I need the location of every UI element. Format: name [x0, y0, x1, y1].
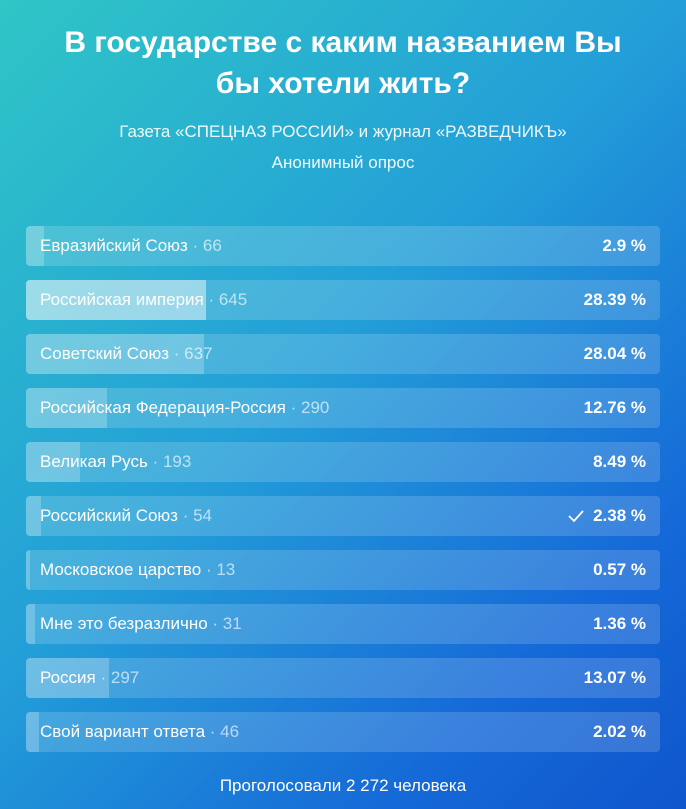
- option-percent: 28.04 %: [583, 344, 646, 363]
- option-text: Советский Союз: [40, 344, 169, 363]
- option-count: 637: [169, 344, 212, 363]
- option-percent: 0.57 %: [593, 560, 646, 579]
- poll-option[interactable]: Российская империя645 28.39 %: [26, 280, 660, 320]
- result-bar: [26, 442, 80, 482]
- result-bar: [26, 658, 109, 698]
- poll-option[interactable]: Свой вариант ответа46 2.02 %: [26, 712, 660, 752]
- poll-option[interactable]: Россия297 13.07 %: [26, 658, 660, 698]
- result-bar: [26, 550, 30, 590]
- option-count: 297: [96, 668, 139, 687]
- check-stroke: [568, 510, 584, 523]
- option-text: Евразийский Союз: [40, 236, 188, 255]
- option-text: Российская Федерация-Россия: [40, 398, 286, 417]
- poll-option[interactable]: Московское царство13 0.57 %: [26, 550, 660, 590]
- option-percent: 2.9 %: [602, 236, 646, 255]
- poll-title: В государстве с каким названием Вы бы хо…: [64, 26, 622, 100]
- result-bar: [26, 280, 206, 320]
- option-label: Свой вариант ответа46: [40, 712, 239, 752]
- option-text: Свой вариант ответа: [40, 722, 206, 741]
- option-percent: 2.02 %: [593, 722, 646, 741]
- option-label: Российская империя645: [40, 280, 247, 320]
- option-percent: 13.07 %: [583, 668, 646, 687]
- option-text: Российская империя: [40, 290, 204, 309]
- option-label: Мне это безразлично31: [40, 604, 242, 644]
- poll-subtitle: Газета «СПЕЦНАЗ РОССИИ» и журнал «РАЗВЕД…: [119, 122, 567, 141]
- option-count: 193: [148, 452, 191, 471]
- poll-option[interactable]: Российский Союз54 2.38 %: [26, 496, 660, 536]
- option-percent: 1.36 %: [593, 614, 646, 633]
- option-label: Советский Союз637: [40, 334, 212, 374]
- result-bar: [26, 604, 35, 644]
- option-percent: 8.49 %: [593, 452, 646, 471]
- poll-option[interactable]: Мне это безразлично31 1.36 %: [26, 604, 660, 644]
- poll-option[interactable]: Российская Федерация-Россия290 12.76 %: [26, 388, 660, 428]
- poll-type: Анонимный опрос: [271, 153, 415, 172]
- option-label: Российская Федерация-Россия290: [40, 388, 329, 428]
- result-bar: [26, 712, 39, 752]
- option-percent: 28.39 %: [583, 290, 646, 309]
- option-text: Мне это безразлично: [40, 614, 208, 633]
- option-count: 54: [178, 506, 212, 525]
- option-label: Евразийский Союз66: [40, 226, 222, 266]
- option-count: 13: [201, 560, 235, 579]
- option-text: Россия: [40, 668, 96, 687]
- option-count: 645: [204, 290, 247, 309]
- option-label: Российский Союз54: [40, 496, 212, 536]
- option-count: 46: [205, 722, 239, 741]
- option-count: 66: [188, 236, 222, 255]
- option-label: Великая Русь193: [40, 442, 191, 482]
- vote-total: Проголосовали 2 272 человека: [219, 776, 467, 795]
- option-text: Московское царство: [40, 560, 202, 579]
- option-text: Великая Русь: [40, 452, 148, 471]
- poll-option[interactable]: Советский Союз637 28.04 %: [26, 334, 660, 374]
- options: Евразийский Союз66 2.9 % Российская импери…: [26, 226, 660, 766]
- result-bar: [26, 334, 204, 374]
- option-percent: 2.38 %: [593, 506, 646, 525]
- poll-option[interactable]: Великая Русь193 8.49 %: [26, 442, 660, 482]
- voted-check: [568, 510, 584, 523]
- option-count: 290: [286, 398, 329, 417]
- result-bar: [26, 496, 42, 536]
- option-label: Россия297: [40, 658, 139, 698]
- option-count: 31: [208, 614, 242, 633]
- option-percent: 12.76 %: [583, 398, 646, 417]
- option-label: Московское царство13: [40, 550, 235, 590]
- result-bar: [26, 388, 107, 428]
- result-bar: [26, 226, 45, 266]
- poll-option[interactable]: Евразийский Союз66 2.9 %: [26, 226, 660, 266]
- option-text: Российский Союз: [40, 506, 178, 525]
